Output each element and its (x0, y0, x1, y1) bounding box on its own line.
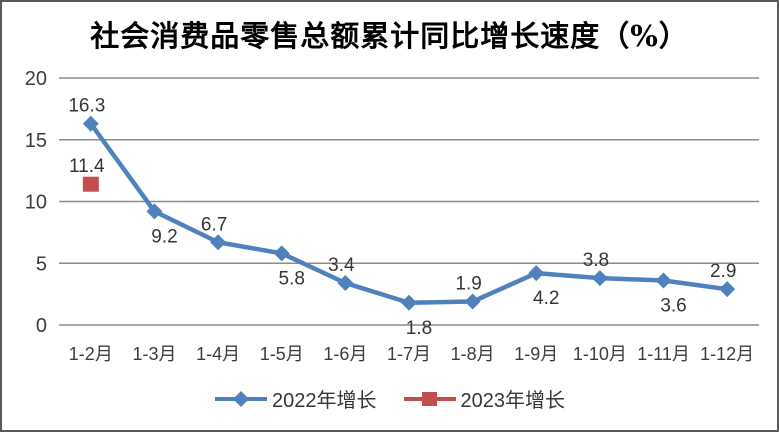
diamond-marker-icon (719, 281, 736, 298)
legend-item-2022: 2022年增长 (214, 384, 377, 413)
data-point-label: 16.3 (68, 96, 105, 117)
x-axis-tick-label: 1-7月 (387, 344, 431, 364)
x-axis-tick-label: 1-10月 (573, 344, 627, 364)
legend-label-2022: 2022年增长 (272, 390, 377, 412)
y-axis-tick-label: 0 (36, 315, 47, 337)
series-line (88, 121, 730, 306)
x-axis-tick-label: 1-6月 (323, 344, 367, 364)
diamond-marker-icon (655, 272, 672, 289)
data-point-label: 9.2 (151, 226, 177, 247)
data-point-label: 5.8 (279, 268, 305, 289)
diamond-marker-icon (210, 234, 227, 251)
data-point-label: 4.2 (533, 288, 559, 309)
x-axis-tick-label: 1-11月 (637, 344, 690, 364)
diamond-marker-icon (82, 115, 99, 132)
y-axis-tick-label: 15 (25, 130, 47, 152)
data-point-label: 6.7 (201, 214, 227, 235)
x-axis-tick-label: 1-3月 (132, 344, 176, 364)
data-point-label: 2.9 (710, 261, 736, 282)
x-axis-tick-label: 1-5月 (260, 344, 304, 364)
x-axis-tick-label: 1-8月 (451, 344, 495, 364)
square-marker-icon (82, 176, 99, 192)
data-point-label: 1.8 (406, 318, 432, 339)
data-point-label: 3.6 (660, 296, 686, 317)
data-point-label: 3.8 (583, 250, 609, 271)
data-point-label: 1.9 (455, 274, 481, 295)
x-axis-tick-label: 1-2月 (69, 344, 113, 364)
diamond-marker-icon (528, 265, 545, 282)
legend-label-2023: 2023年增长 (460, 390, 566, 412)
x-axis-tick-label: 1-9月 (514, 344, 558, 364)
x-axis-tick-label: 1-12月 (700, 344, 754, 364)
line-diamond-marker-icon (215, 390, 267, 407)
diamond-marker-icon (464, 293, 481, 310)
legend-item-2023: 2023年增长 (403, 384, 566, 413)
y-axis-tick-label: 20 (25, 68, 47, 90)
data-point-label: 11.4 (69, 156, 105, 177)
data-point-label: 3.4 (328, 255, 355, 276)
diamond-marker-icon (591, 270, 608, 287)
diamond-marker-icon (146, 203, 163, 220)
line-square-marker-icon (403, 391, 456, 406)
legend: 2022年增长 2023年增长 (2, 384, 777, 413)
diamond-marker-icon (273, 245, 290, 262)
x-axis-tick-label: 1-4月 (196, 344, 240, 364)
diamond-marker-icon (337, 275, 354, 292)
y-axis-tick-label: 5 (36, 253, 47, 275)
y-axis-tick-label: 10 (25, 192, 47, 214)
diamond-marker-icon (401, 294, 417, 311)
chart-title: 社会消费品零售总额累计同比增长速度（%） (90, 19, 689, 53)
